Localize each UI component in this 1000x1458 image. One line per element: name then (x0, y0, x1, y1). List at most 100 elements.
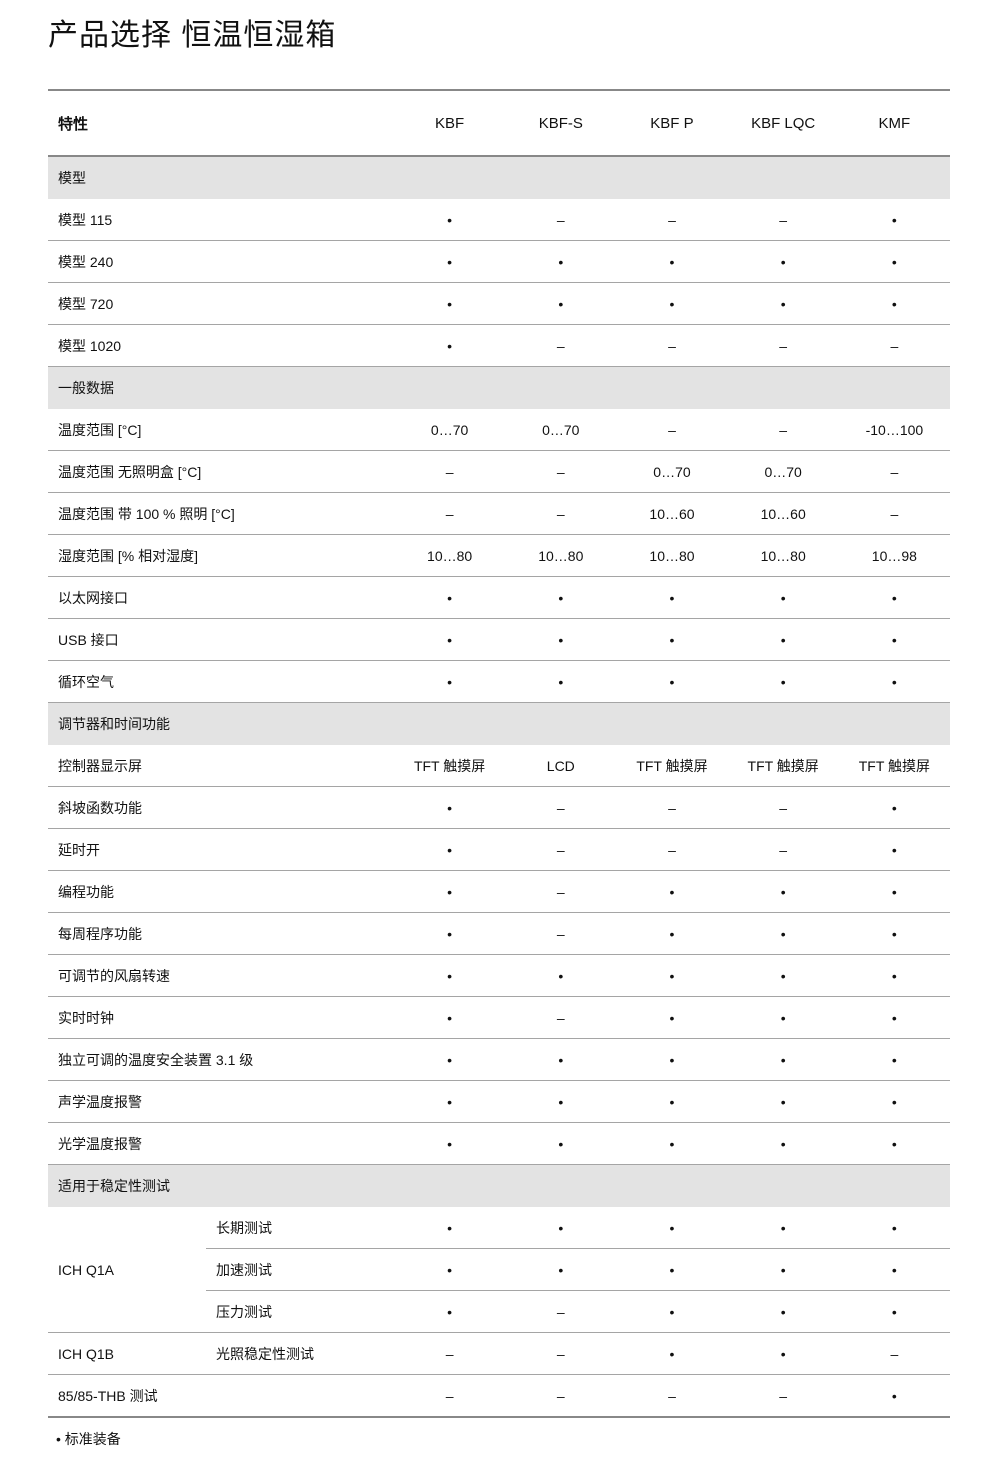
cell-value: TFT 触摸屏 (838, 745, 950, 787)
sub-label: 光照稳定性测试 (206, 1332, 395, 1375)
row-label: 模型 115 (48, 199, 395, 241)
cell-value: – (616, 828, 728, 871)
cell-value: • (505, 1207, 617, 1249)
section-row: 模型 (48, 156, 950, 199)
table-row: 温度范围 无照明盒 [°C] – –0…70 0…70– (48, 450, 950, 493)
row-label: 独立可调的温度安全装置 3.1 级 (48, 1038, 395, 1081)
cell-value: • (838, 1207, 950, 1249)
cell-value: • (616, 660, 728, 703)
cell-value: • (838, 1122, 950, 1165)
cell-value: • (616, 1038, 728, 1081)
row-label: 温度范围 无照明盒 [°C] (48, 450, 395, 493)
cell-value: – (394, 450, 506, 493)
footnote: • 标准装备 (56, 1431, 121, 1447)
row-label: 编程功能 (48, 870, 395, 913)
cell-value: • (394, 828, 506, 871)
cell-value: • (394, 1207, 506, 1249)
cell-value: • (727, 660, 839, 703)
header-feature: 特性 (58, 115, 89, 133)
table-row: 独立可调的温度安全装置 3.1 级 • • • • • (48, 1038, 950, 1081)
cell-value: • (394, 786, 506, 829)
cell-value: • (727, 240, 839, 283)
cell-value: • (838, 660, 950, 703)
table-row: USB 接口 • • • • • (48, 618, 950, 661)
cell-value: 10…80 (727, 534, 839, 577)
table-row: 循环空气 • • • • • (48, 660, 950, 703)
table-row: 延时开 • – – – • (48, 828, 950, 871)
cell-value: • (838, 1080, 950, 1123)
cell-value: – (394, 1332, 506, 1375)
cell-value: • (616, 870, 728, 913)
cell-value: – (616, 199, 728, 241)
cell-value: • (616, 1207, 728, 1249)
cell-value: • (505, 282, 617, 325)
cell-value: • (394, 954, 506, 997)
cell-value: • (838, 1290, 950, 1333)
row-label: 循环空气 (48, 660, 395, 703)
cell-value: – (394, 1374, 506, 1418)
cell-value: – (616, 409, 728, 451)
header-model: KBF (435, 114, 465, 132)
cell-value: • (616, 1080, 728, 1123)
sub-label: 长期测试 (206, 1207, 395, 1249)
cell-value: • (394, 870, 506, 913)
cell-value: – (616, 786, 728, 829)
cell-value: – (727, 786, 839, 829)
cell-value: • (394, 1080, 506, 1123)
cell-value: 10…80 (394, 534, 506, 577)
table-header-row: 特性 KBF KBF-S KBF P KBF LQC KMF (48, 90, 950, 156)
cell-value: • (838, 240, 950, 283)
row-label: 湿度范围 [% 相对湿度] (48, 534, 395, 577)
cell-value: • (727, 1290, 839, 1333)
table-row: 模型 115 • – – – • (48, 199, 950, 241)
table-row: 模型 720 • • • • • (48, 282, 950, 325)
cell-value: – (727, 1374, 839, 1418)
cell-value: • (727, 996, 839, 1039)
table-row: 温度范围 带 100 % 照明 [°C] – –10…60 10…60– (48, 492, 950, 535)
row-label: 85/85-THB 测试 (48, 1374, 395, 1418)
cell-value: • (394, 618, 506, 661)
cell-value: – (727, 199, 839, 241)
cell-value: • (505, 618, 617, 661)
section-label: 一般数据 (48, 366, 950, 409)
cell-value: • (838, 1038, 950, 1081)
cell-value: – (505, 492, 617, 535)
page-title: 产品选择 恒温恒湿箱 (48, 19, 337, 52)
cell-value: • (616, 618, 728, 661)
product-selection-table: 特性 KBF KBF-S KBF P KBF LQC KMF 模型 模型 115 •… (48, 89, 950, 1418)
section-label: 调节器和时间功能 (48, 702, 950, 745)
cell-value: 10…60 (616, 492, 728, 535)
table-row: 压力测试 • – • • • (48, 1290, 950, 1333)
table-row: 温度范围 [°C] 0…70 0…70– – -10…100 (48, 409, 950, 451)
row-label: 温度范围 [°C] (48, 409, 395, 451)
cell-value: • (838, 828, 950, 871)
row-label: 延时开 (48, 828, 395, 871)
cell-value: • (838, 996, 950, 1039)
cell-value: – (505, 912, 617, 955)
cell-value: • (394, 1290, 506, 1333)
cell-value: • (838, 576, 950, 619)
table-row: 声学温度报警 • • • • • (48, 1080, 950, 1123)
table-row: 斜坡函数功能 • – – – • (48, 786, 950, 829)
table-row: 以太网接口 • • • • • (48, 576, 950, 619)
cell-value: • (394, 1248, 506, 1291)
cell-value: • (727, 912, 839, 955)
cell-value: 10…80 (616, 534, 728, 577)
header-model: KMF (878, 114, 911, 132)
cell-value: • (838, 199, 950, 241)
row-label: 模型 240 (48, 240, 395, 283)
cell-value: – (505, 996, 617, 1039)
sub-label: 加速测试 (206, 1248, 395, 1291)
cell-value: • (616, 1122, 728, 1165)
row-label: 每周程序功能 (48, 912, 395, 955)
table-row: 85/85-THB 测试 – – – – • (48, 1374, 950, 1418)
cell-value: • (616, 954, 728, 997)
cell-value: – (727, 324, 839, 367)
cell-value: • (727, 1038, 839, 1081)
cell-value: • (616, 1290, 728, 1333)
table-row: 湿度范围 [% 相对湿度] 10…80 10…80 10…80 10…80 10…98 (48, 534, 950, 577)
cell-value: – (838, 492, 950, 535)
cell-value: • (616, 282, 728, 325)
row-label: 模型 720 (48, 282, 395, 325)
cell-value: LCD (505, 745, 617, 787)
